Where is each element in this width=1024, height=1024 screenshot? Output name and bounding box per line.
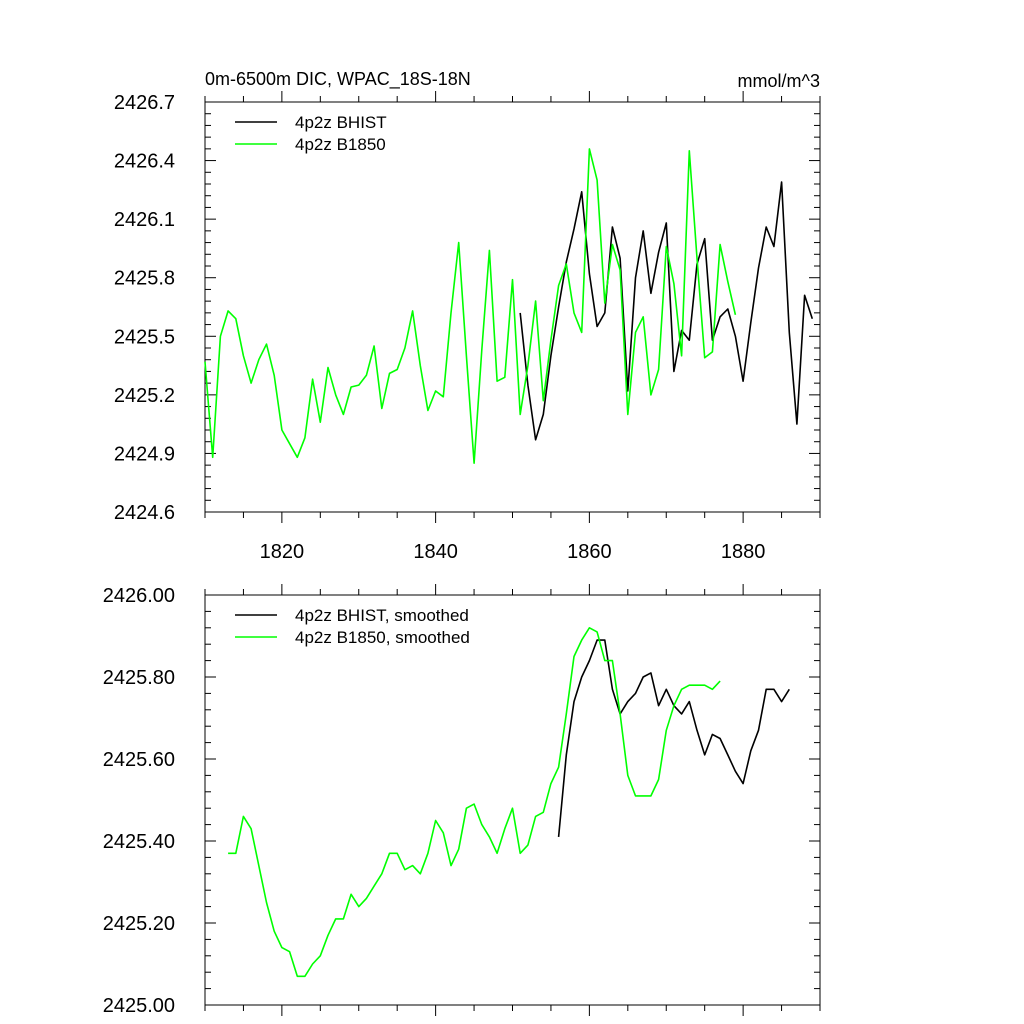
- legend: 4p2z BHIST, smoothed 4p2z B1850, smoothed: [235, 606, 470, 647]
- units-label: mmol/m^3: [738, 71, 820, 91]
- series-line-0: [557, 639, 790, 837]
- legend-label: 4p2z B1850, smoothed: [295, 628, 470, 647]
- series-line-1: [204, 148, 737, 465]
- y-tick-label: 2425.2: [114, 385, 175, 407]
- axis-ticks: 2425.00 2425.20 2425.40 2425.60 2425.80 2426.…: [103, 584, 821, 1017]
- y-tick-label: 2426.4: [114, 151, 175, 173]
- axis-ticks: 2424.6 2424.9 2425.2 2425.5 2425.8 2426.1 2426…: [114, 91, 821, 563]
- y-tick-label: 2425.5: [114, 326, 175, 348]
- y-tick-label: 2424.9: [114, 443, 175, 465]
- y-tick-label: 2426.00: [103, 585, 175, 607]
- legend-label: 4p2z BHIST, smoothed: [295, 606, 469, 625]
- y-tick-label: 2426.7: [114, 92, 175, 114]
- chart-title: 0m-6500m DIC, WPAC_18S-18N: [205, 69, 471, 90]
- series-line-1: [228, 626, 721, 978]
- legend: 4p2z BHIST 4p2z B1850: [235, 113, 387, 154]
- bottom-panel: 2425.00 2425.20 2425.40 2425.60 2425.80 2426.…: [103, 584, 821, 1017]
- legend-label: 4p2z BHIST: [295, 113, 387, 132]
- y-tick-label: 2425.00: [103, 995, 175, 1017]
- x-tick-label: 1860: [567, 541, 612, 563]
- y-tick-label: 2425.60: [103, 749, 175, 771]
- series-lines: [204, 148, 814, 465]
- series-lines: [228, 626, 790, 978]
- y-tick-label: 2426.1: [114, 209, 175, 231]
- legend-label: 4p2z B1850: [295, 135, 386, 154]
- x-tick-label: 1880: [721, 541, 766, 563]
- y-tick-label: 2424.6: [114, 502, 175, 524]
- plot-frame: [204, 101, 821, 513]
- x-tick-label: 1820: [260, 541, 305, 563]
- y-tick-label: 2425.80: [103, 667, 175, 689]
- y-tick-label: 2425.40: [103, 831, 175, 853]
- series-line-0: [519, 181, 814, 441]
- x-tick-label: 1840: [413, 541, 458, 563]
- y-tick-label: 2425.20: [103, 913, 175, 935]
- plot-frame: [204, 594, 821, 1006]
- y-tick-label: 2425.8: [114, 268, 175, 290]
- top-panel: 0m-6500m DIC, WPAC_18S-18N mmol/m^3 2424…: [114, 69, 821, 563]
